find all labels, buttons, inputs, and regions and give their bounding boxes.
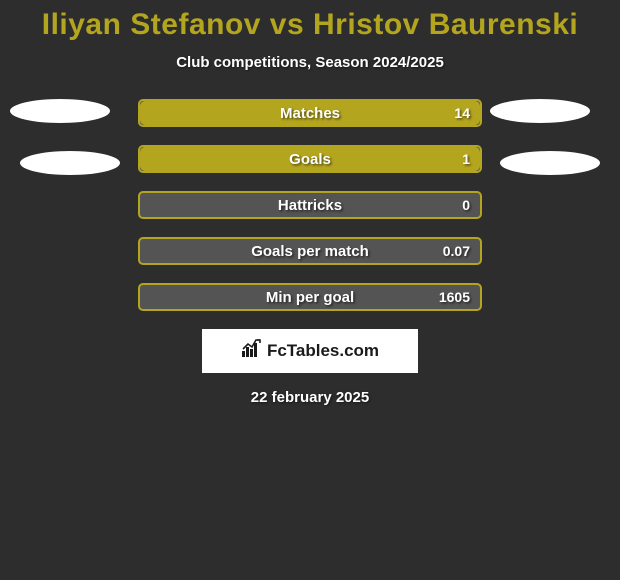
stat-value: 0 xyxy=(462,193,470,217)
date-label: 22 february 2025 xyxy=(0,389,620,406)
side-ellipse xyxy=(10,99,110,123)
stat-value: 1 xyxy=(462,147,470,171)
stat-label: Hattricks xyxy=(140,193,480,217)
stats-area: Matches14 Goals1 Hattricks0 Goals per match… xyxy=(0,99,620,311)
side-ellipse xyxy=(20,151,120,175)
chart-icon xyxy=(241,339,263,364)
stat-row: Goals1 xyxy=(138,145,482,173)
stat-label: Goals per match xyxy=(140,239,480,263)
stat-label: Min per goal xyxy=(140,285,480,309)
stat-row: Min per goal1605 xyxy=(138,283,482,311)
stat-value: 1605 xyxy=(439,285,470,309)
stat-label: Goals xyxy=(140,147,480,171)
infographic-container: Iliyan Stefanov vs Hristov Baurenski Clu… xyxy=(0,0,620,580)
stat-row: Hattricks0 xyxy=(138,191,482,219)
brand-badge: FcTables.com xyxy=(202,329,418,373)
side-ellipse xyxy=(490,99,590,123)
stat-row: Goals per match0.07 xyxy=(138,237,482,265)
stat-label: Matches xyxy=(140,101,480,125)
page-title: Iliyan Stefanov vs Hristov Baurenski xyxy=(0,0,620,42)
stat-row: Matches14 xyxy=(138,99,482,127)
stat-value: 0.07 xyxy=(443,239,470,263)
stat-value: 14 xyxy=(454,101,470,125)
brand-label: FcTables.com xyxy=(267,341,379,361)
subtitle: Club competitions, Season 2024/2025 xyxy=(0,54,620,71)
side-ellipse xyxy=(500,151,600,175)
